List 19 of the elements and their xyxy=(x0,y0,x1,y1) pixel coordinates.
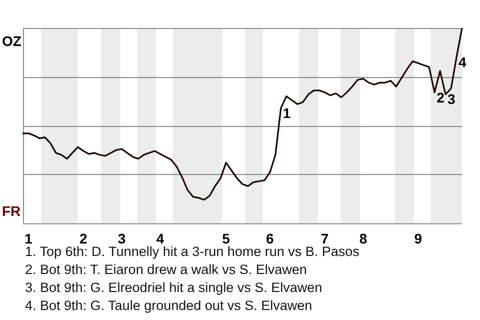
x-tick-label: 8 xyxy=(359,230,368,246)
x-tick-label: 5 xyxy=(222,230,230,246)
x-tick-label: 3 xyxy=(118,230,126,246)
text: 4. Bot 9th: G. Taule grounded out vs S. Elvawen xyxy=(25,297,314,315)
text: 3. Bot 9th: G. Elreodriel hit a single vs S. Elvawen xyxy=(25,279,324,297)
x-tick-label: 6 xyxy=(266,230,274,246)
x-tick-label: 4 xyxy=(156,230,164,246)
x-tick-label: 7 xyxy=(320,230,329,246)
x-tick-label: 1 xyxy=(24,230,33,246)
text: FR xyxy=(2,203,21,220)
annotation: 3 xyxy=(448,91,456,108)
annotation: 2 xyxy=(436,89,445,106)
text: OZ xyxy=(2,32,22,49)
annotation: 1 xyxy=(282,104,291,121)
x-tick-label: 9 xyxy=(414,230,422,246)
text: 1. Top 6th: D. Tunnelly hit a 3-run home run vs B. Pasos xyxy=(25,244,360,261)
text: 2. Bot 9th: T. Eiaron drew a walk vs S. Elvawen xyxy=(25,261,308,279)
annotation: 4 xyxy=(458,54,467,70)
x-tick-label: 2 xyxy=(79,230,88,246)
